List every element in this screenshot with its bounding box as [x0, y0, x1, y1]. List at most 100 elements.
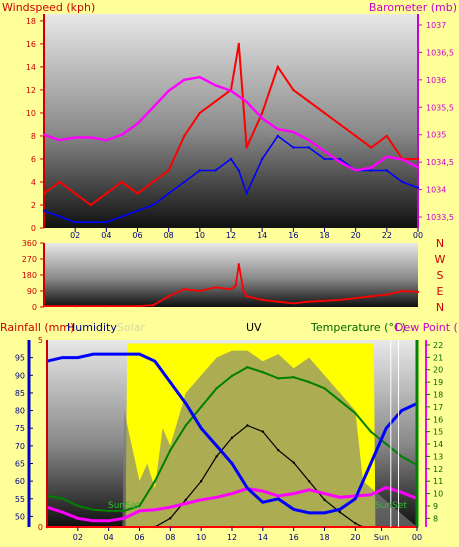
temperature-point [369, 430, 372, 433]
humidity-tick-label: 55 [15, 495, 25, 504]
barometer-tick-label: 1035 [426, 131, 446, 140]
barometer-tick-label: 1033,5 [426, 213, 454, 222]
gust-point [276, 134, 279, 138]
gust-point [401, 180, 404, 184]
climate-series [45, 340, 419, 529]
windspeed-tick-label: 16 [26, 40, 36, 49]
windspeed-point [354, 134, 357, 138]
rainfall-tick-label: 0 [38, 523, 43, 532]
temperature-tick-label: 18 [433, 390, 443, 399]
gust-point [214, 169, 217, 172]
windspeed-point [385, 134, 388, 138]
windspeed-point [89, 203, 93, 207]
uv-point [200, 480, 203, 483]
windspeed-point [307, 100, 311, 103]
gust-point [105, 221, 108, 224]
humidity-tick-label: 65 [15, 459, 25, 468]
barometer-point [354, 169, 357, 172]
wind-direction-point [292, 302, 295, 305]
gust-point [183, 180, 186, 184]
wind-time-tick-label: 14 [257, 231, 267, 240]
temperature-tick-label: 14 [433, 440, 443, 449]
wind-direction-point [183, 288, 186, 291]
windspeed-ticks: 0 2 4 6 8 10 12 14 16 18 [26, 17, 44, 233]
barometer-point [323, 150, 326, 153]
humidity-point [76, 356, 80, 359]
climate-time-tick-label: 06 [134, 533, 144, 542]
humidity-tick-label: 60 [15, 477, 25, 486]
gust-point [74, 221, 77, 224]
barometer-point [229, 89, 233, 93]
climate-time-tick-label: 12 [227, 533, 237, 542]
barometer-tick-label: 1036,5 [426, 48, 454, 57]
wind-time-tick-label: 22 [382, 231, 392, 240]
windspeed-point [58, 180, 61, 184]
temperature-tick-label: 13 [433, 452, 443, 461]
barometer-point [214, 84, 217, 87]
uv-point [246, 424, 249, 427]
wind-time-tick-label: 10 [195, 231, 205, 240]
temperature-point [200, 405, 203, 409]
windspeed-point [198, 111, 201, 115]
humidity-point [153, 360, 157, 363]
dewpoint-point [400, 491, 403, 494]
dewpoint-point [261, 489, 264, 493]
humidity-tick-label: 95 [15, 354, 25, 363]
windspeed-tick-label: 8 [31, 132, 36, 141]
dewpoint-point [385, 486, 388, 489]
temperature-point [184, 424, 187, 427]
wind-direction-point [229, 288, 233, 291]
humidity-tick-label: 85 [15, 389, 25, 398]
barometer-tick-label: 1035,5 [426, 103, 454, 112]
gust-point [338, 157, 342, 161]
gust-point [307, 146, 311, 149]
uv-point [261, 430, 264, 433]
gust-point [229, 157, 233, 161]
dewpoint-point [122, 517, 126, 520]
wind-direction-point [105, 304, 108, 308]
barometer-point [307, 139, 311, 142]
gust-point [370, 169, 373, 172]
climate-time-tick-label: 10 [196, 533, 206, 542]
temperature-tick-label: 22 [433, 341, 443, 350]
compass-label: E [437, 285, 444, 298]
humidity-point [323, 511, 326, 515]
rainfall-ticks: 05 [38, 336, 43, 532]
wind-time-tick-label: 08 [164, 231, 174, 240]
windspeed-point [292, 88, 295, 92]
temperature-point [385, 442, 388, 446]
humidity-point [61, 356, 64, 359]
dewpoint-point [76, 517, 80, 520]
barometer-point [74, 136, 77, 139]
dewpoint-point [338, 496, 342, 499]
humidity-point [400, 409, 403, 412]
temperature-tick-label: 15 [433, 428, 443, 437]
dewpoint-point [200, 498, 203, 501]
temperature-tick-label: 10 [433, 490, 443, 499]
climate-time-tick-label: 16 [289, 533, 299, 542]
humidity-point [277, 497, 280, 500]
compass-label: N [436, 237, 444, 250]
gust-point [292, 146, 295, 149]
gust-point [89, 221, 93, 224]
uv-point [354, 522, 357, 525]
humidity-point [215, 444, 218, 447]
barometer-point [136, 122, 139, 125]
wind-direction-point [234, 284, 237, 287]
wind-direction-point [151, 304, 155, 307]
sunset-annotation-left: SunSet [108, 501, 140, 511]
uv-label: UV [246, 321, 262, 334]
humidity-point [246, 487, 249, 490]
climate-time-ticks: 02 04 06 08 10 12 14 16 18 20 Sun 00 [73, 527, 422, 542]
gust-point [42, 209, 46, 212]
wind-direction-point [370, 295, 373, 298]
dewpoint-label: Dew Point (°C) [395, 321, 459, 334]
temperature-point [76, 504, 80, 508]
temperature-label: Temperature (°C) [310, 321, 406, 334]
gust-point [151, 203, 155, 207]
temperature-ticks: 8 9 10 11 12 13 14 15 16 17 18 19 20 21 22 [426, 341, 443, 523]
windspeed-point [416, 157, 420, 161]
dewpoint-point [323, 492, 326, 495]
temperature-point [277, 377, 280, 380]
